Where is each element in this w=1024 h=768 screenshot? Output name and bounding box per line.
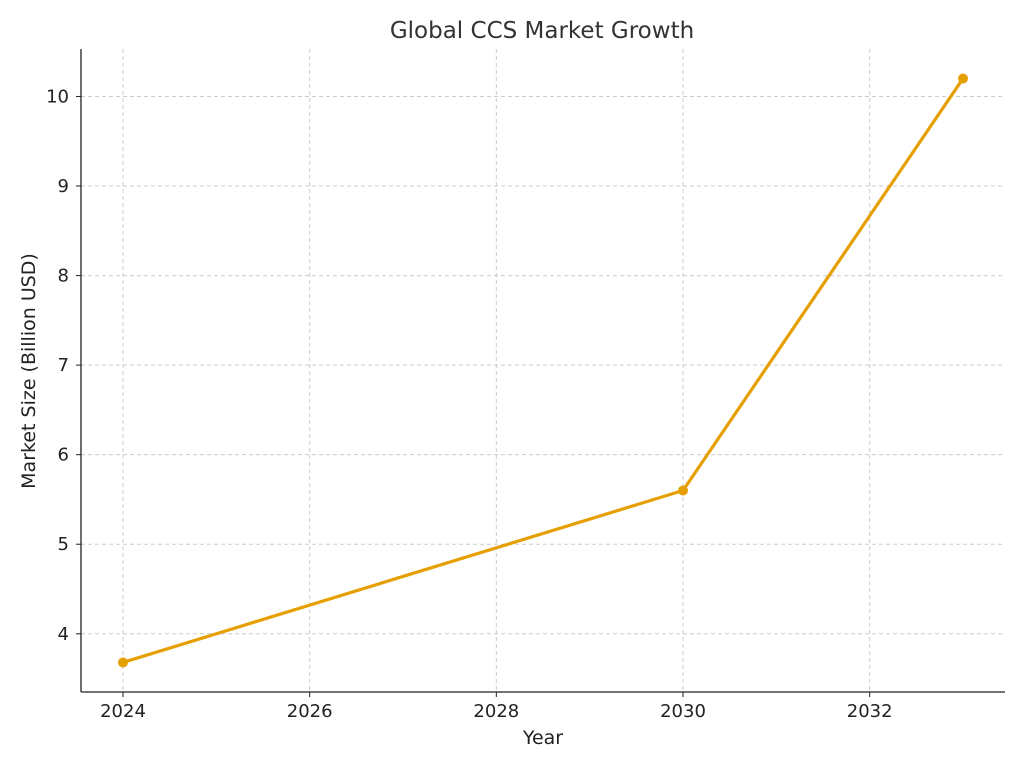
data-point-marker: [958, 73, 968, 84]
x-axis-label: Year: [522, 727, 563, 749]
y-tick-label: 5: [58, 534, 69, 555]
grid: [81, 49, 1005, 692]
y-tick-label: 9: [58, 176, 69, 197]
x-tick-label: 2032: [847, 701, 893, 722]
y-tick-label: 10: [46, 86, 69, 107]
y-tick-label: 4: [58, 624, 69, 645]
data-point-marker: [118, 657, 128, 668]
x-tick-label: 2024: [100, 701, 146, 722]
y-tick-label: 6: [58, 445, 69, 466]
x-tick-label: 2026: [287, 701, 333, 722]
x-tick-label: 2028: [473, 701, 519, 722]
y-axis-label: Market Size (Billion USD): [18, 253, 40, 489]
data-point-marker: [678, 485, 688, 496]
x-tick-label: 2030: [660, 701, 706, 722]
y-tick-label: 7: [58, 355, 69, 376]
x-axis-ticks: 2024 2026 2028 2030 2032: [100, 692, 893, 722]
chart-title: Global CCS Market Growth: [390, 18, 694, 44]
y-axis-ticks: 4 5 6 7 8 9 10: [46, 86, 81, 645]
series-line: [121, 76, 965, 665]
y-tick-label: 8: [58, 266, 69, 287]
series-layer: [118, 73, 968, 668]
